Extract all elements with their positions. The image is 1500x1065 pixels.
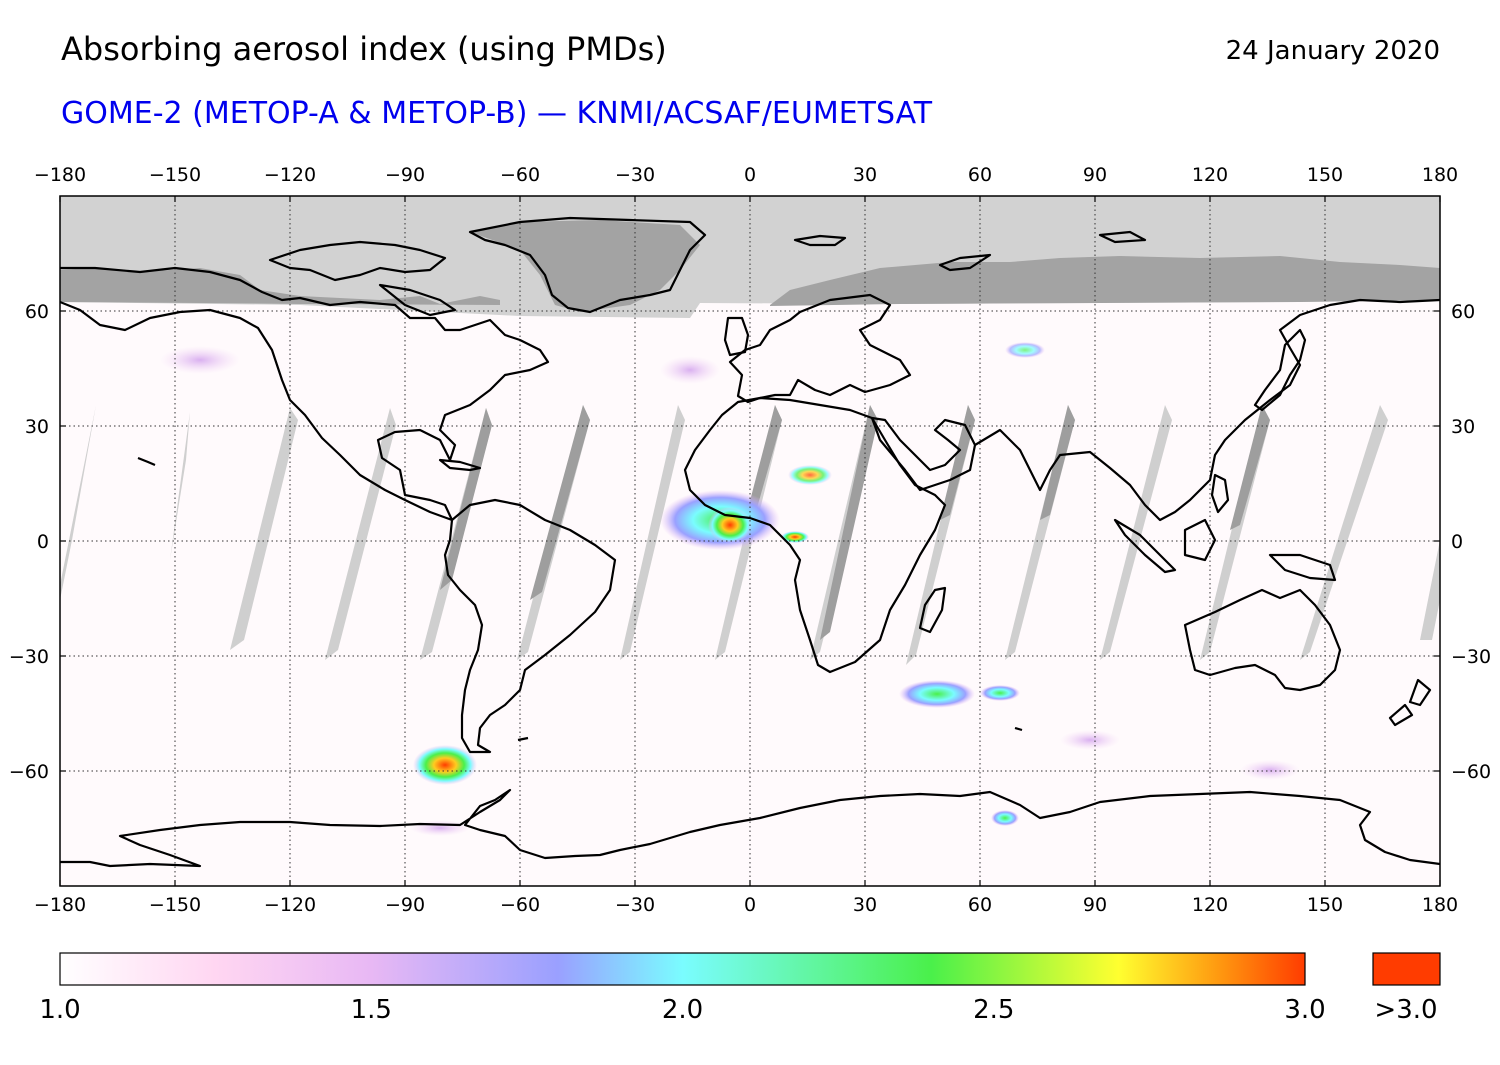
lon-tick-label: 90: [1083, 894, 1107, 916]
lon-tick-label: −150: [149, 164, 201, 186]
coast-kerguelen: [1014, 726, 1023, 732]
plume-north-pacific-faint: [160, 346, 240, 374]
plume-antarctic-faint: [410, 820, 470, 836]
coast-cuba: [438, 458, 482, 472]
plume-indian-faint: [1060, 730, 1120, 750]
lon-tick-label: −90: [385, 894, 425, 916]
colorbar-tick-label: 2.0: [661, 995, 704, 1025]
coast-philippines: [1210, 473, 1230, 514]
lon-tick-label: 120: [1192, 164, 1228, 186]
lon-tick-label: −30: [615, 164, 655, 186]
lat-tick-label: 30: [25, 416, 49, 438]
orbit-gap-stripes-land: [440, 405, 1270, 640]
colorbar-tick-label: 1.0: [39, 995, 81, 1025]
lat-tick-label: 0: [1451, 531, 1463, 553]
northern-land-shade: [60, 220, 1440, 312]
coast-madagascar: [918, 586, 947, 634]
coast-arctic-archipelago: [268, 240, 447, 282]
lon-tick-label: −180: [34, 894, 86, 916]
lon-tick-label: 150: [1307, 894, 1343, 916]
lat-tick-label: −30: [9, 646, 49, 668]
lat-tick-labels-left: 60 30 0 −30 −60: [9, 301, 49, 783]
lon-tick-label: 180: [1422, 894, 1458, 916]
lon-tick-label: 0: [744, 894, 756, 916]
lon-tick-label: −30: [615, 894, 655, 916]
lon-tick-label: 180: [1422, 164, 1458, 186]
lat-tick-label: −30: [1451, 646, 1491, 668]
plume-gulf-guinea-east: [781, 531, 809, 543]
coast-new-guinea: [1268, 553, 1337, 582]
coast-antarctica: [60, 788, 1440, 868]
lat-tick-label: −60: [1451, 761, 1491, 783]
lon-tick-label: −150: [149, 894, 201, 916]
lon-tick-labels-top: −180 −150 −120 −90 −60 −30 0 30 60 90 120 150 180: [34, 164, 1458, 186]
lat-tick-label: 60: [1451, 301, 1475, 323]
coast-australia: [1183, 588, 1342, 692]
colorbar-tick-label: 3.0: [1284, 995, 1326, 1025]
plume-indian-ocean-a: [899, 680, 975, 708]
coast-sumatra: [1113, 518, 1177, 574]
plume-north-atlantic-faint: [660, 356, 720, 384]
lon-tick-label: 0: [744, 164, 756, 186]
lat-tick-label: −60: [9, 761, 49, 783]
coast-north-america: [60, 266, 550, 522]
coast-asia: [870, 416, 977, 492]
plume-south-pacific: [413, 745, 477, 785]
tick-marks: [59, 196, 1441, 886]
plume-central-asia: [1005, 342, 1045, 358]
coast-japan: [1253, 328, 1307, 412]
lon-tick-label: −90: [385, 164, 425, 186]
lat-tick-label: 0: [37, 531, 49, 553]
graticule: [60, 196, 1440, 886]
lon-tick-label: −60: [500, 164, 540, 186]
lon-tick-label: 30: [853, 164, 877, 186]
coast-hudson-area: [378, 283, 457, 317]
colorbar-over-label: >3.0: [1374, 995, 1438, 1025]
lon-tick-label: 60: [968, 164, 992, 186]
colorbar: [59, 952, 1306, 986]
plume-indian-ocean-b: [980, 685, 1020, 701]
plume-sahel: [788, 465, 832, 485]
lon-tick-label: −120: [264, 894, 316, 916]
plume-antarctic-coast: [991, 810, 1019, 826]
lon-tick-labels-bottom: −180 −150 −120 −90 −60 −30 0 30 60 90 120 150 180: [34, 894, 1458, 916]
coast-greenland: [468, 216, 707, 314]
colorbar-tick-label: 1.5: [350, 995, 392, 1025]
lon-tick-label: −120: [264, 164, 316, 186]
lon-tick-label: 150: [1307, 164, 1343, 186]
map-date: 24 January 2020: [1225, 36, 1440, 66]
lon-tick-label: −60: [500, 894, 540, 916]
coast-british-isles: [723, 316, 750, 357]
lat-tick-label: 60: [25, 301, 49, 323]
map-body: [60, 196, 1440, 886]
coast-eurasia-south: [974, 298, 1440, 522]
lon-tick-label: 60: [968, 894, 992, 916]
coast-europe: [728, 293, 912, 404]
plume-west-africa-core: [708, 507, 752, 543]
plume-southern-ocean-faint: [1240, 760, 1300, 780]
lat-tick-labels-right: 60 30 0 −30 −60: [1451, 301, 1491, 783]
lon-tick-label: −180: [34, 164, 86, 186]
lon-tick-label: 90: [1083, 164, 1107, 186]
colorbar-over-swatch: [1372, 952, 1441, 986]
coastlines: [60, 216, 1440, 868]
colorbar-tick-label: 2.5: [973, 995, 1015, 1025]
coast-africa: [683, 396, 947, 674]
coast-south-america: [443, 498, 617, 754]
lat-tick-label: 30: [1451, 416, 1475, 438]
map-subtitle: GOME-2 (METOP-A & METOP-B) — KNMI/ACSAF/…: [61, 96, 933, 131]
lon-tick-label: 30: [853, 894, 877, 916]
lon-tick-label: 120: [1192, 894, 1228, 916]
map-title: Absorbing aerosol index (using PMDs): [61, 30, 667, 68]
coast-new-zealand: [1388, 678, 1432, 727]
coast-borneo: [1183, 518, 1217, 562]
coast-hawaii: [137, 456, 156, 467]
coast-arctic-islands-east: [793, 230, 1147, 272]
coast-falklands: [517, 736, 529, 742]
